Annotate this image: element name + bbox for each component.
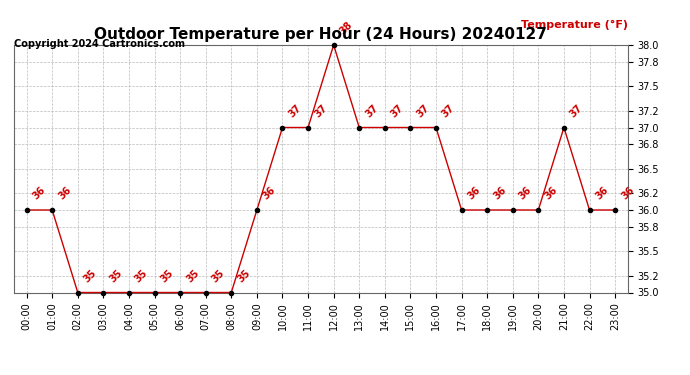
Text: 35: 35 <box>210 267 226 284</box>
Text: 36: 36 <box>57 185 73 202</box>
Text: 35: 35 <box>82 267 99 284</box>
Text: 37: 37 <box>312 102 329 119</box>
Text: 37: 37 <box>364 102 380 119</box>
Text: 35: 35 <box>108 267 124 284</box>
Text: 38: 38 <box>338 20 355 37</box>
Title: Outdoor Temperature per Hour (24 Hours) 20240127: Outdoor Temperature per Hour (24 Hours) … <box>95 27 547 42</box>
Text: Temperature (°F): Temperature (°F) <box>521 20 628 30</box>
Text: 36: 36 <box>619 185 636 202</box>
Text: 35: 35 <box>133 267 150 284</box>
Text: 36: 36 <box>31 185 48 202</box>
Text: 37: 37 <box>440 102 457 119</box>
Text: 36: 36 <box>517 185 533 202</box>
Text: 35: 35 <box>235 267 252 284</box>
Text: 37: 37 <box>415 102 431 119</box>
Text: 35: 35 <box>159 267 175 284</box>
Text: Copyright 2024 Cartronics.com: Copyright 2024 Cartronics.com <box>14 39 185 50</box>
Text: 37: 37 <box>389 102 406 119</box>
Text: 37: 37 <box>286 102 303 119</box>
Text: 36: 36 <box>261 185 277 202</box>
Text: 36: 36 <box>542 185 559 202</box>
Text: 36: 36 <box>466 185 482 202</box>
Text: 36: 36 <box>491 185 508 202</box>
Text: 36: 36 <box>593 185 610 202</box>
Text: 37: 37 <box>568 102 584 119</box>
Text: 35: 35 <box>184 267 201 284</box>
